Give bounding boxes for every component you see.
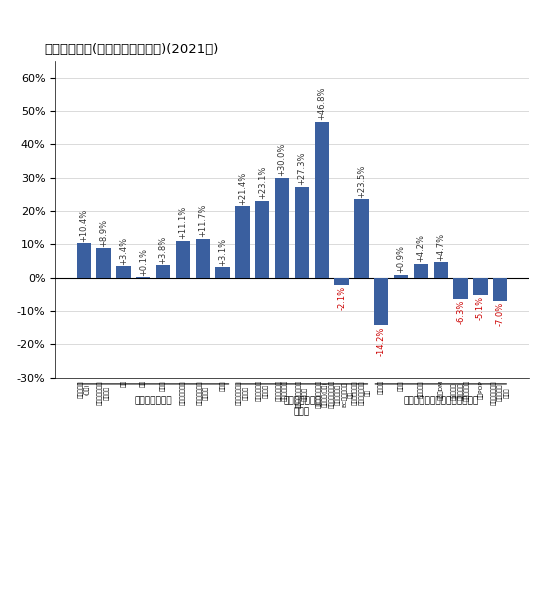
Bar	[493, 278, 507, 301]
Text: -6.3%: -6.3%	[456, 300, 465, 324]
Text: +4.2%: +4.2%	[417, 234, 425, 262]
Bar	[116, 266, 131, 278]
Text: +0.1%: +0.1%	[139, 248, 148, 276]
Text: +30.0%: +30.0%	[278, 143, 287, 176]
Bar	[255, 200, 269, 278]
Text: +10.4%: +10.4%	[79, 208, 88, 242]
Text: +23.5%: +23.5%	[357, 164, 366, 198]
Text: +3.8%: +3.8%	[159, 235, 168, 264]
Bar	[315, 122, 329, 278]
Bar	[215, 267, 230, 278]
Text: +3.4%: +3.4%	[119, 237, 128, 265]
Text: +21.4%: +21.4%	[238, 172, 247, 205]
Bar	[295, 186, 309, 278]
Bar	[394, 275, 408, 278]
Bar	[354, 199, 369, 278]
Bar	[156, 265, 170, 278]
Text: 媒体別広告費(電通推定、前年比)(2021年): 媒体別広告費(電通推定、前年比)(2021年)	[44, 43, 218, 55]
Text: +11.1%: +11.1%	[179, 206, 187, 239]
Text: +4.7%: +4.7%	[436, 233, 445, 261]
Text: -5.1%: -5.1%	[476, 296, 485, 320]
Text: +23.1%: +23.1%	[258, 166, 267, 199]
Text: インターネット
広告費: インターネット 広告費	[283, 396, 321, 416]
Bar	[434, 262, 448, 278]
Bar	[414, 264, 428, 278]
Bar	[235, 206, 250, 278]
Bar	[473, 278, 488, 295]
Bar	[275, 178, 289, 278]
Bar	[96, 248, 111, 278]
Text: -14.2%: -14.2%	[377, 326, 386, 356]
Bar	[374, 278, 388, 325]
Text: -2.1%: -2.1%	[337, 286, 346, 310]
Bar	[176, 241, 190, 278]
Bar	[453, 278, 468, 298]
Text: +11.7%: +11.7%	[198, 204, 207, 238]
Text: -7.0%: -7.0%	[496, 302, 505, 326]
Text: +3.1%: +3.1%	[218, 238, 227, 266]
Text: +46.8%: +46.8%	[317, 86, 326, 120]
Text: マスコミ四媒体: マスコミ四媒体	[134, 396, 172, 406]
Bar	[334, 278, 349, 284]
Text: プロモーションメディア広告費: プロモーションメディア広告費	[403, 396, 478, 406]
Text: +0.9%: +0.9%	[397, 245, 406, 273]
Bar	[77, 243, 91, 278]
Text: +8.9%: +8.9%	[99, 219, 108, 247]
Text: +27.3%: +27.3%	[298, 152, 306, 185]
Bar	[196, 239, 210, 278]
